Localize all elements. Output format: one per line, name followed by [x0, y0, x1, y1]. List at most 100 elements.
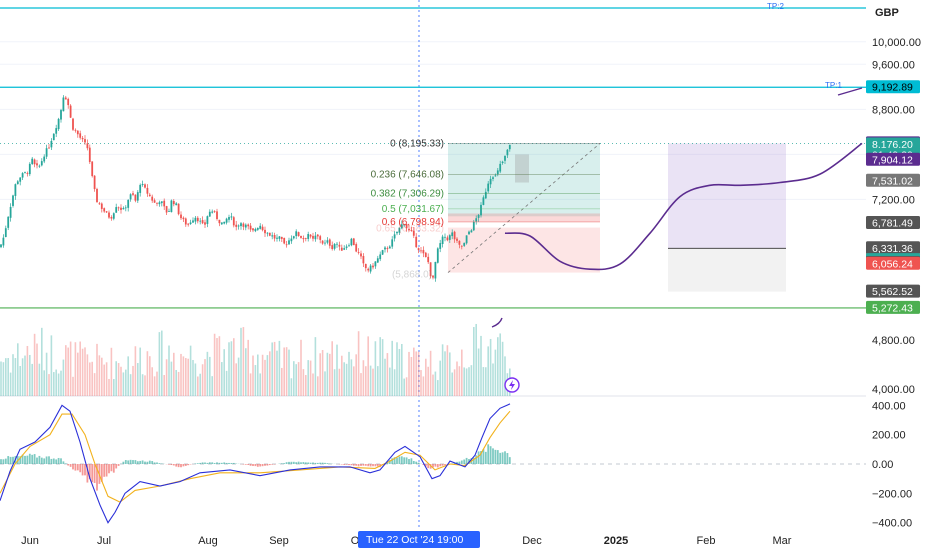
volume-bar: [12, 354, 14, 396]
macd-histogram-bar: [362, 464, 365, 466]
volume-bar: [381, 339, 384, 396]
macd-histogram-bar: [444, 464, 446, 466]
fib-label: 0.382 (7,306.29): [371, 188, 444, 199]
candle-body: [302, 238, 305, 240]
candle-body: [456, 238, 458, 241]
position-box: [668, 248, 786, 292]
candle-body: [62, 97, 65, 112]
volume-bar: [41, 327, 43, 396]
macd-histogram-bar: [225, 462, 228, 464]
macd-histogram-bar: [110, 464, 113, 472]
volume-bar: [264, 359, 266, 396]
volume-bar: [132, 365, 134, 396]
volume-bar: [187, 358, 189, 396]
volume-bar: [45, 352, 48, 396]
candle-body: [321, 240, 324, 244]
macd-histogram-bar: [96, 464, 98, 491]
volume-bar: [125, 369, 127, 396]
volume-bar: [230, 341, 233, 396]
candle-body: [463, 242, 466, 246]
macd-histogram-bar: [48, 456, 50, 464]
macd-histogram-bar: [148, 460, 151, 464]
volume-bar: [357, 331, 360, 396]
candle-body: [153, 200, 156, 203]
candle-body: [441, 236, 444, 245]
candle-body: [223, 221, 226, 224]
macd-histogram-bar: [244, 464, 247, 465]
candle-body: [43, 156, 46, 162]
volume-bar: [338, 368, 341, 396]
macd-histogram-bar: [184, 464, 187, 466]
macd-histogram-bar: [84, 464, 86, 476]
candle-body: [364, 263, 367, 269]
macd-histogram-bar: [33, 454, 36, 464]
macd-histogram-bar: [156, 462, 158, 464]
candle-body: [420, 250, 422, 252]
candle-body: [180, 214, 182, 219]
macd-histogram-bar: [482, 449, 485, 464]
macd-histogram-bar: [458, 461, 461, 464]
candle-body: [19, 177, 22, 182]
volume-bar: [180, 353, 182, 396]
volume-bar: [415, 351, 417, 396]
macd-histogram-bar: [117, 464, 120, 466]
macd-histogram-bar: [376, 464, 379, 467]
lightning-icon[interactable]: [504, 377, 520, 393]
candle-body: [100, 203, 103, 209]
macd-histogram-bar: [499, 452, 502, 464]
volume-bar: [360, 373, 362, 396]
price-tick-label: 9,600.00: [872, 59, 915, 71]
volume-bar: [276, 350, 278, 396]
candle-body: [52, 133, 55, 141]
candle-body: [266, 232, 269, 234]
volume-bar: [278, 340, 281, 396]
candle-body: [240, 223, 242, 227]
macd-histogram-bar: [256, 464, 259, 467]
candle-body: [96, 188, 98, 203]
macd-histogram-bar: [204, 462, 206, 464]
macd-histogram-bar: [115, 464, 118, 469]
candle-body: [453, 231, 456, 240]
volume-bar: [408, 351, 410, 396]
volume-bar: [153, 376, 156, 396]
candle-body: [451, 232, 454, 237]
candle-body: [208, 211, 211, 217]
volume-bar: [197, 376, 199, 396]
candle-body: [314, 235, 317, 240]
volume-bar: [228, 342, 230, 396]
macd-histogram-bar: [283, 463, 286, 464]
candle-body: [283, 237, 286, 244]
volume-bar: [211, 376, 213, 396]
macd-histogram-bar: [223, 462, 226, 464]
volume-bar: [480, 335, 482, 396]
volume-bar: [269, 351, 271, 396]
candle-body: [165, 206, 168, 213]
range-marker: [515, 154, 529, 183]
macd-histogram-bar: [508, 457, 511, 464]
macd-histogram-bar: [266, 464, 269, 466]
macd-histogram-bar: [477, 451, 480, 464]
macd-histogram-bar: [412, 461, 415, 464]
macd-histogram-bar: [28, 453, 31, 464]
price-axis[interactable]: 10,000.009,600.008,800.008,000.007,200.0…: [872, 37, 921, 530]
candle-body: [74, 129, 77, 131]
macd-histogram-bar: [453, 462, 456, 464]
macd-histogram-bar: [295, 462, 298, 464]
candle-body: [319, 236, 322, 240]
candle-body: [134, 194, 137, 201]
macd-histogram-bar: [496, 450, 499, 464]
macd-histogram-bar: [172, 464, 175, 466]
macd-histogram-bar: [88, 464, 91, 480]
projection-curve[interactable]: [491, 87, 863, 328]
macd-histogram-bar: [484, 451, 487, 464]
candle-body: [444, 236, 446, 238]
volume-bar: [137, 363, 139, 396]
candle-body: [156, 202, 158, 204]
candle-body: [355, 244, 358, 252]
time-axis[interactable]: Jun Jul Aug Sep O Dec 2025 Feb Mar: [21, 535, 792, 547]
candle-body: [129, 194, 132, 200]
volume-bar: [21, 358, 24, 396]
candle-body: [264, 229, 266, 234]
volume-bar: [158, 332, 161, 396]
